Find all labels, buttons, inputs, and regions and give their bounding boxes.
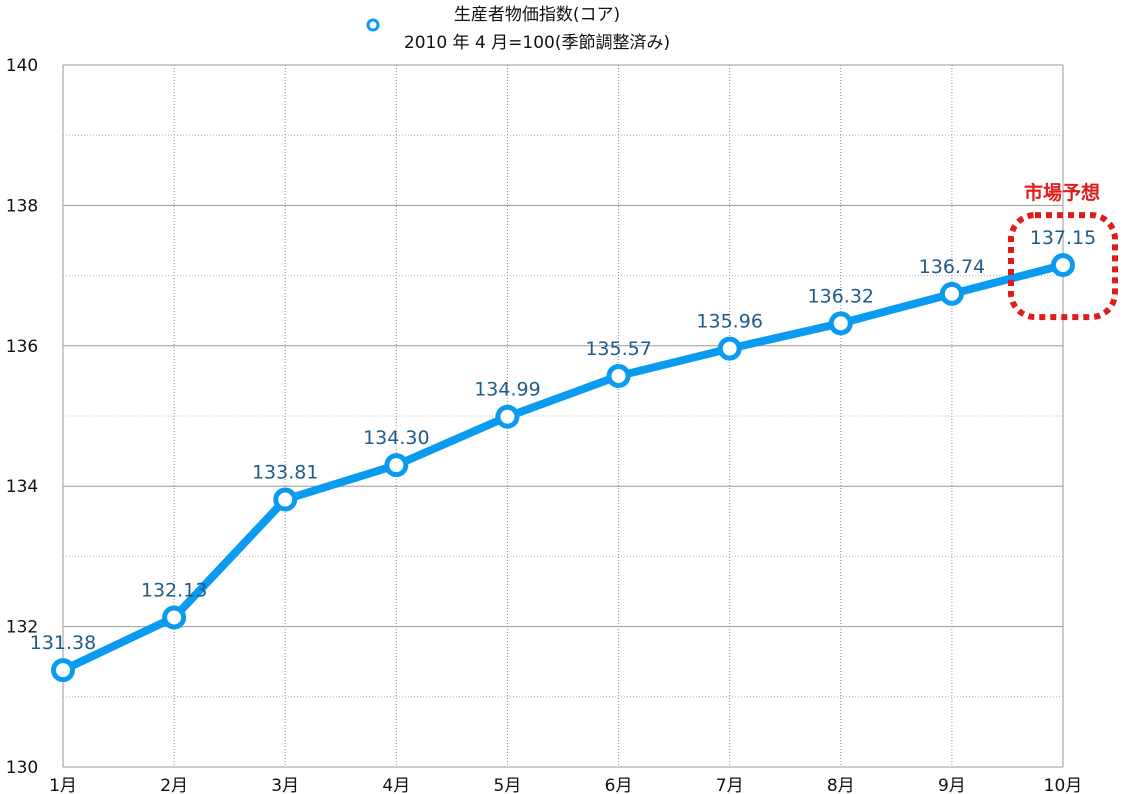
data-point-marker	[162, 605, 187, 630]
data-label: 134.30	[363, 427, 429, 449]
data-point-marker	[273, 487, 298, 512]
y-axis: 130 132 134 136 138 140	[6, 56, 38, 778]
data-label: 132.13	[141, 579, 207, 601]
y-tick-label: 130	[6, 758, 38, 778]
data-point-marker	[1051, 253, 1075, 278]
x-tick-label: 10月	[1044, 776, 1083, 794]
legend-marker	[366, 18, 380, 32]
legend-subtitle: 2010 年 4 月=100(季節調整済み)	[404, 33, 670, 53]
data-label: 135.96	[696, 311, 762, 333]
grid	[62, 64, 1064, 768]
series-line	[51, 253, 1075, 683]
data-label: 134.99	[474, 379, 540, 401]
x-tick-label: 4月	[382, 776, 410, 794]
x-tick-label: 6月	[605, 776, 633, 794]
data-point-marker	[606, 363, 631, 388]
y-tick-label: 136	[6, 337, 38, 357]
x-tick-label: 7月	[716, 776, 744, 794]
y-tick-label: 140	[6, 56, 38, 76]
data-label: 137.15	[1030, 227, 1096, 249]
data-point-marker	[717, 336, 742, 361]
x-axis: 1月 2月 3月 4月 5月 6月 7月 8月 9月 10月	[49, 776, 1082, 794]
data-label: 136.32	[808, 285, 874, 307]
annotation-label: 市場予想	[1024, 181, 1100, 204]
annotation-highlight-box	[1008, 212, 1118, 321]
x-tick-label: 8月	[827, 776, 855, 794]
x-tick-label: 2月	[160, 776, 188, 794]
legend: 生産者物価指数(コア) 2010 年 4 月=100(季節調整済み)	[366, 5, 670, 53]
y-tick-label: 132	[6, 618, 38, 638]
data-point-marker	[939, 281, 964, 306]
x-tick-label: 9月	[938, 776, 966, 794]
market-forecast-annotation: 市場予想	[1008, 181, 1118, 321]
data-point-marker	[384, 453, 409, 478]
data-labels: 131.38 132.13 133.81 134.30 134.99 135.57 135.…	[30, 227, 1096, 654]
y-tick-label: 138	[6, 196, 38, 216]
series-path	[59, 261, 1067, 675]
data-point-marker	[828, 311, 853, 336]
legend-title: 生産者物価指数(コア)	[454, 5, 620, 25]
data-label: 136.74	[919, 256, 985, 278]
data-point-marker	[51, 658, 75, 683]
data-point-marker	[495, 404, 520, 429]
data-label: 131.38	[30, 632, 96, 654]
y-tick-label: 134	[6, 477, 38, 497]
x-tick-label: 3月	[271, 776, 299, 794]
x-tick-label: 5月	[494, 776, 522, 794]
data-label: 133.81	[252, 462, 318, 484]
data-label: 135.57	[585, 338, 651, 360]
x-tick-label: 1月	[49, 776, 77, 794]
